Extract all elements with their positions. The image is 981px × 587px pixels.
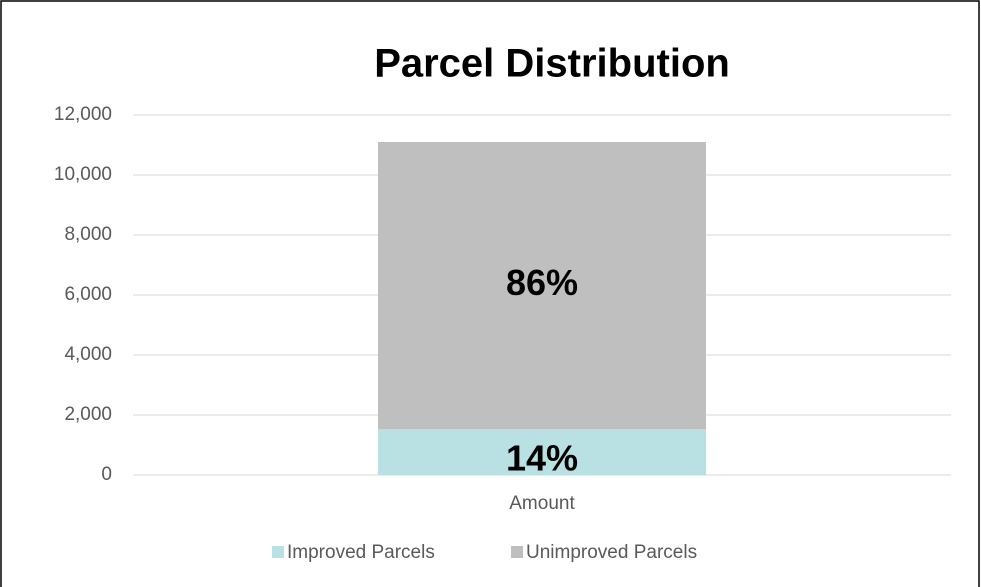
y-tick-label: 0 [101,464,112,485]
legend-swatch [272,546,284,558]
legend-label: Unimproved Parcels [526,542,697,563]
y-tick-label: 8,000 [64,224,112,245]
legend-label: Improved Parcels [287,542,435,563]
data-label: 86% [506,262,578,303]
y-tick-label: 2,000 [64,404,112,425]
y-tick-label: 6,000 [64,284,112,305]
bar-segment [378,142,706,430]
chart-title: Parcel Distribution [374,42,730,86]
data-label: 14% [506,438,578,479]
x-tick-label: Amount [509,493,575,514]
y-tick-label: 4,000 [64,344,112,365]
y-tick-label: 12,000 [54,104,112,125]
legend-swatch [511,546,523,558]
bar-segment [378,429,706,475]
y-tick-label: 10,000 [54,164,112,185]
